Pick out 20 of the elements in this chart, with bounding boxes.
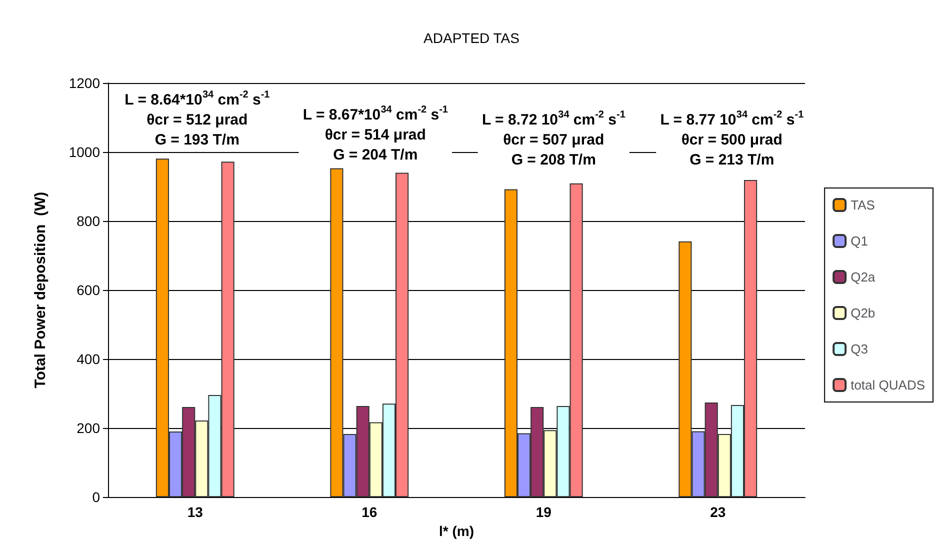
x-tick-label: 23 — [710, 504, 726, 520]
y-tick-label: 1000 — [68, 144, 100, 160]
y-tick-label: 0 — [92, 489, 100, 506]
x-tick-label: 13 — [187, 504, 204, 520]
y-tick-label: 400 — [76, 351, 100, 368]
chart-title: ADAPTED TAS — [424, 30, 520, 46]
legend-label: Q2b — [850, 306, 876, 320]
x-tick-label: 16 — [362, 504, 378, 520]
legend-label: Q3 — [850, 342, 868, 356]
legend-label: TAS — [850, 198, 876, 212]
legend-label: Q2a — [850, 270, 876, 284]
y-tick-label: 600 — [76, 282, 100, 298]
x-axis-title: l* (m) — [439, 523, 474, 539]
y-tick-label: 1200 — [68, 75, 100, 91]
y-tick-label: 800 — [76, 213, 100, 230]
legend-label: total QUADS — [850, 378, 926, 392]
y-tick-label: 200 — [76, 420, 100, 436]
y-axis-title: Total Power deposition (W) — [32, 192, 49, 388]
x-tick-label: 19 — [536, 504, 552, 520]
legend-label: Q1 — [850, 234, 868, 248]
